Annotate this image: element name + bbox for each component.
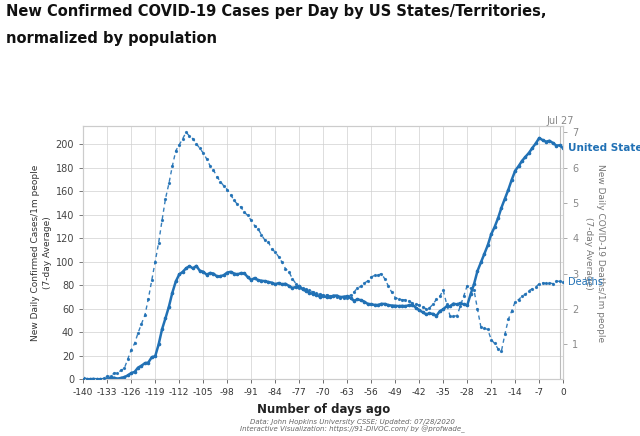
Text: Data: John Hopkins University CSSE; Updated: 07/28/2020
Interactive Visualizatio: Data: John Hopkins University CSSE; Upda… [240,419,464,433]
Text: United States: United States [568,143,640,153]
Text: normalized by population: normalized by population [6,31,218,45]
Text: New Confirmed COVID-19 Cases per Day by US States/Territories,: New Confirmed COVID-19 Cases per Day by … [6,4,547,19]
Text: Jul 27: Jul 27 [546,116,573,126]
Y-axis label: New Daily Confirmed Cases/1m people
(7-day Average): New Daily Confirmed Cases/1m people (7-d… [31,165,51,341]
Text: Deaths: Deaths [568,277,604,287]
X-axis label: Number of days ago: Number of days ago [257,403,390,416]
Y-axis label: New Daily COVID-19 Deaths/1m people
(7-day Average): New Daily COVID-19 Deaths/1m people (7-d… [584,164,605,342]
